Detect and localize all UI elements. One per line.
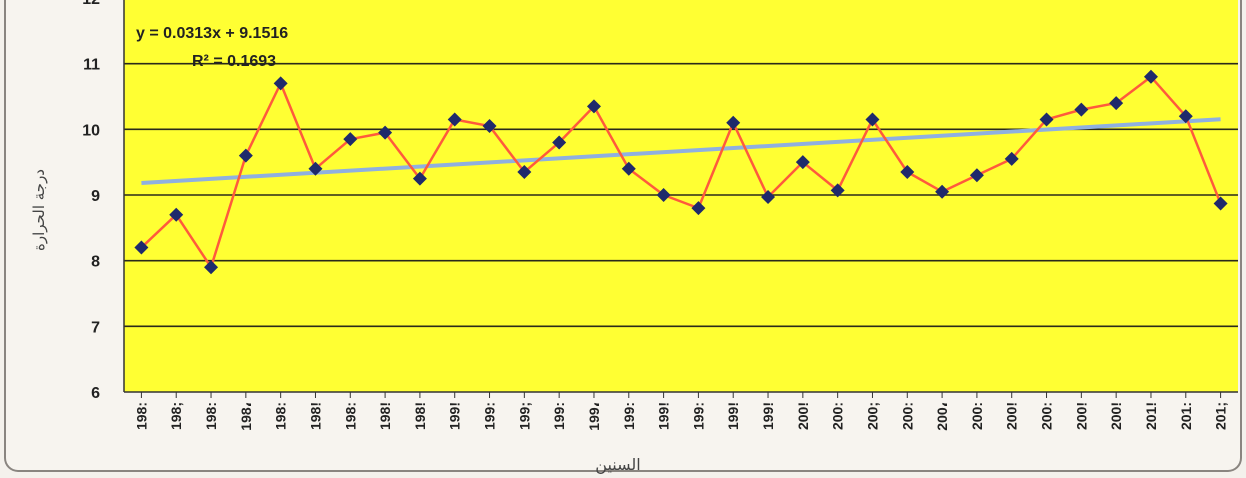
data-point: [761, 189, 776, 204]
y-tick-label: 10: [82, 122, 100, 139]
x-tick-label: 198،: [238, 402, 254, 431]
data-point: [656, 188, 671, 202]
y-axis-title: درجة الحرارة: [30, 169, 48, 251]
x-tick-label: 198:: [203, 402, 219, 430]
x-tick-label: 199;: [516, 402, 532, 430]
x-tick-label: 200!: [1073, 402, 1089, 430]
data-point: [1004, 151, 1019, 166]
y-tick-labels: 6 7 8 9 10 11 12: [82, 0, 100, 402]
data-point: [795, 155, 810, 170]
data-point: [1178, 109, 1193, 124]
data-point: [1074, 102, 1089, 117]
trend-line: [141, 117, 1221, 185]
series-temperature: [134, 69, 1228, 275]
x-tick-label: 199:: [482, 402, 498, 430]
data-point: [308, 161, 323, 176]
x-tick-label: 200:: [830, 402, 846, 430]
series-line: [140, 75, 1222, 269]
data-point: [447, 112, 462, 127]
x-tick-label: 199:: [551, 402, 567, 430]
y-tick-label: 8: [91, 254, 100, 271]
data-point: [238, 148, 253, 163]
data-point: [552, 135, 567, 150]
data-point: [935, 184, 950, 199]
x-tick-label: 201:: [1178, 402, 1194, 430]
x-tick-label: 200!: [795, 402, 811, 430]
data-point: [412, 171, 427, 186]
x-tick-label: 200;: [864, 402, 880, 430]
y-tick-label: 7: [91, 319, 100, 336]
data-point: [865, 112, 880, 127]
data-point: [726, 115, 741, 130]
x-tick-label: 198!: [412, 402, 428, 430]
x-tick-label: 198!: [307, 402, 323, 430]
x-tick-label: 199:: [690, 402, 706, 430]
x-tick-label: 201;: [1213, 402, 1229, 430]
x-tick-label: 200:: [899, 402, 915, 430]
x-tick-labels: 198: 198; 198: 198، 198: 198! 198: 198! 198! 199!…: [133, 392, 1229, 431]
x-tick-label: 200!: [1004, 402, 1020, 430]
trend-r-squared: R² = 0.1693: [192, 53, 276, 70]
data-point: [830, 183, 845, 198]
x-tick-label: 198:: [273, 402, 289, 430]
x-tick-label: 200!: [1108, 402, 1124, 430]
data-point: [691, 201, 706, 216]
x-tick-label: 200:: [969, 402, 985, 430]
x-tick-label: 199!: [447, 402, 463, 430]
data-point: [273, 76, 288, 91]
data-point: [482, 119, 497, 134]
plot-area: [124, 0, 1238, 392]
y-tick-label: 6: [91, 385, 100, 402]
y-tick-label: 9: [91, 188, 100, 205]
x-tick-label: 199!: [760, 402, 776, 430]
x-tick-label: 198!: [377, 402, 393, 430]
x-tick-label: 200:: [1039, 402, 1055, 430]
data-point: [969, 168, 984, 183]
x-tick-label: 199:: [621, 402, 637, 430]
x-tick-label: 200،: [934, 402, 950, 431]
x-tick-label: 199!: [725, 402, 741, 430]
data-point: [1143, 69, 1158, 84]
data-point: [621, 161, 636, 176]
y-tick-label: 12: [82, 0, 100, 8]
data-point: [586, 99, 601, 114]
data-point: [1213, 196, 1228, 211]
data-point: [1039, 112, 1054, 127]
x-tick-label: 198:: [133, 402, 149, 430]
data-point: [204, 260, 219, 275]
data-point: [343, 132, 358, 147]
y-tick-label: 11: [83, 57, 100, 74]
chart-frame: 6789101112 198:198;198:198،198:198!198:1…: [4, 0, 1242, 475]
data-point: [169, 207, 184, 222]
data-point: [378, 125, 393, 140]
x-tick-label: 199،: [586, 402, 602, 431]
data-point: [134, 240, 149, 255]
data-point: [517, 165, 532, 180]
trend-equation: y = 0.0313x + 9.1516: [136, 25, 288, 42]
x-tick-label: 198:: [342, 402, 358, 430]
x-tick-label: 199!: [656, 402, 672, 430]
data-point: [1109, 96, 1124, 111]
x-tick-label: 201!: [1143, 402, 1159, 430]
data-point: [900, 165, 915, 180]
chart-svg: 6789101112 198:198;198:198،198:198!198:1…: [30, 0, 1238, 475]
x-axis-title: السنين: [595, 455, 640, 475]
x-tick-label: 198;: [168, 402, 184, 430]
